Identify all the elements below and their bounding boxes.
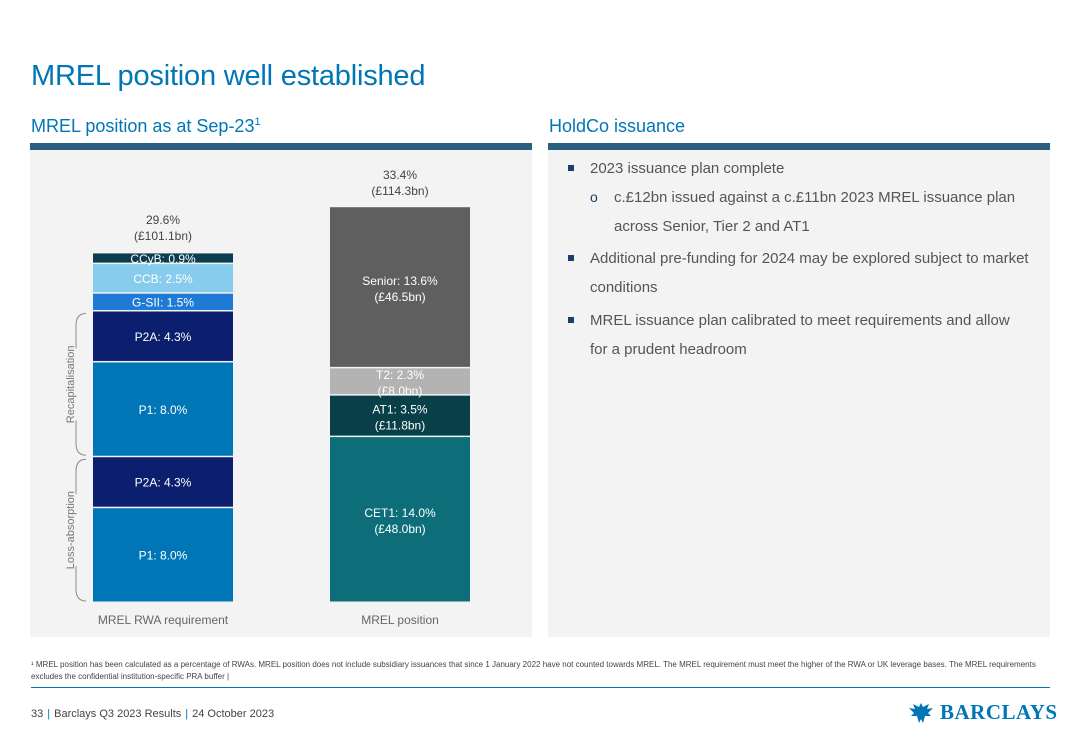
bar-segment-senior <box>330 207 470 367</box>
right-section-heading: HoldCo issuance <box>549 116 686 136</box>
square-bullet-icon <box>568 255 574 261</box>
segment-label: CET1: 14.0% <box>364 506 436 520</box>
left-section-heading: MREL position as at Sep-231 <box>31 116 261 137</box>
bullet-issuance-plan: 2023 issuance plan complete <box>568 154 1030 183</box>
subbullet-issued-amount: o c.£12bn issued against a c.£11bn 2023 … <box>590 183 1034 241</box>
square-bullet-icon <box>568 317 574 323</box>
segment-sublabel: (£48.0bn) <box>374 522 425 536</box>
segment-label: P2A: 4.3% <box>135 476 192 490</box>
total-label: 33.4% <box>383 168 417 182</box>
right-heading-rule <box>548 143 1050 150</box>
segment-label: P1: 8.0% <box>139 549 188 563</box>
eagle-icon <box>909 702 933 723</box>
segment-label: CCyB: 0.9% <box>130 252 196 266</box>
total-label: 29.6% <box>146 213 180 227</box>
left-section-heading-text: MREL position as at Sep-23 <box>31 116 255 136</box>
category-label: MREL position <box>361 613 439 627</box>
footer-document: Barclays Q3 2023 Results <box>54 708 182 720</box>
footer-separator: | <box>47 708 51 720</box>
group-label: Recapitalisation <box>65 346 77 424</box>
segment-label: T2: 2.3% <box>376 368 424 382</box>
segment-label: AT1: 3.5% <box>372 402 427 416</box>
segment-label: G-SII: 1.5% <box>132 296 194 310</box>
segment-sublabel: (£46.5bn) <box>374 290 425 304</box>
bullet-text: MREL issuance plan calibrated to meet re… <box>590 312 1010 358</box>
bar-segment-cet1 <box>330 437 470 602</box>
bar-segment-p2a <box>93 311 233 361</box>
left-heading-rule <box>30 143 532 150</box>
segment-sublabel: (£11.8bn) <box>375 418 425 432</box>
total-sublabel: (£101.1bn) <box>134 229 192 243</box>
footer: 33 | Barclays Q3 2023 Results | 24 October 2… <box>31 708 274 720</box>
bar-segment-p1 <box>93 508 233 602</box>
group-label: Loss-absorption <box>65 491 77 569</box>
chart-layer: P1: 8.0% P2A: 4.3% P1: 8.0% P2A: 4.3% G-SII:… <box>65 168 470 627</box>
segment-sublabel: (£8.0bn) <box>378 384 423 398</box>
group-label-gap <box>68 348 80 421</box>
footer-date: 24 October 2023 <box>192 708 275 720</box>
footnote: ¹ MREL position has been calculated as a… <box>31 660 1036 681</box>
subbullet-text: c.£12bn issued against a c.£11bn 2023 MR… <box>614 189 1016 235</box>
bullet-calibration: MREL issuance plan calibrated to meet re… <box>568 306 1030 364</box>
bullet-text: 2023 issuance plan complete <box>590 160 785 177</box>
segment-label: CCB: 2.5% <box>133 272 193 286</box>
footer-rule <box>31 687 1050 688</box>
category-label: MREL RWA requirement <box>98 613 229 627</box>
bar-segment-gsii <box>93 293 233 310</box>
footnote-marker: 1 <box>254 116 261 128</box>
mrel-chart: P1: 8.0% P2A: 4.3% P1: 8.0% P2A: 4.3% G-SII:… <box>30 150 532 637</box>
footer-separator: | <box>185 708 189 720</box>
bullet-prefunding: Additional pre-funding for 2024 may be e… <box>568 244 1030 302</box>
bullet-text: Additional pre-funding for 2024 may be e… <box>590 250 1029 296</box>
group-label-gap <box>68 494 80 567</box>
logo-wordmark: BARCLAYS <box>940 700 1058 724</box>
circle-bullet-icon: o <box>590 189 598 205</box>
square-bullet-icon <box>568 165 574 171</box>
bar-segment-t2 <box>330 368 470 395</box>
bar-segment-ccb <box>93 264 233 293</box>
bar-segment-ccyb <box>93 253 233 263</box>
total-sublabel: (£114.3bn) <box>371 184 428 198</box>
segment-label: Senior: 13.6% <box>362 274 438 288</box>
holdco-issuance-panel: 2023 issuance plan complete o c.£12bn is… <box>548 150 1050 637</box>
page-number: 33 <box>31 708 44 720</box>
bar-segment-p2a <box>93 457 233 507</box>
bar-segment-p1 <box>93 362 233 456</box>
segment-label: P2A: 4.3% <box>135 330 192 344</box>
bar-segment-at1 <box>330 395 470 436</box>
segment-label: P1: 8.0% <box>139 403 188 417</box>
barclays-logo: BARCLAYS <box>908 700 1058 725</box>
page-title: MREL position well established <box>31 60 426 92</box>
